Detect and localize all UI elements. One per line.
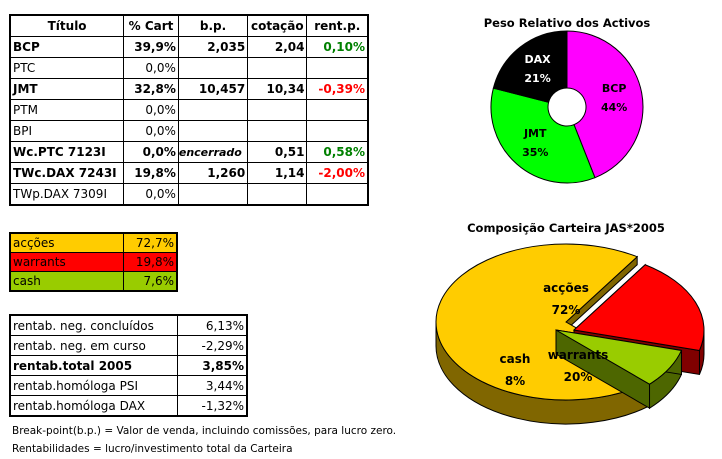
cell-cart: 0,0%	[123, 183, 179, 206]
cell-titulo: JMT	[9, 78, 125, 100]
cell-bp: 10,457	[177, 78, 249, 100]
cell-bp	[177, 183, 249, 206]
donut-label: JMT	[523, 127, 547, 140]
allocation-table: acções 72,7% warrants 19,8% cash 7,6%	[9, 232, 178, 292]
cell-cotacao: 1,14	[247, 162, 308, 184]
pie3d-label: acções	[543, 281, 589, 295]
returns-label: rentab.homóloga DAX	[9, 395, 178, 417]
cell-titulo: TWp.DAX 7309I	[9, 183, 125, 206]
cell-cotacao: 10,34	[247, 78, 308, 100]
note-rentabilidades: Rentabilidades = lucro/investimento tota…	[12, 443, 293, 455]
allocation-value: 72,7%	[123, 232, 178, 253]
table-row: BCP 39,9% 2,035 2,04 0,10%	[9, 36, 369, 58]
donut-value: 44%	[601, 101, 627, 114]
returns-row: rentab.homóloga PSI 3,44%	[9, 375, 248, 396]
column-header: % Cart	[123, 14, 179, 37]
cell-bp: 1,260	[177, 162, 249, 184]
donut-label: BCP	[602, 82, 627, 95]
cell-titulo: TWc.DAX 7243I	[9, 162, 125, 184]
donut-slice-jmt	[490, 87, 596, 184]
table-row: PTM 0,0%	[9, 99, 369, 121]
cell-rent	[306, 183, 369, 206]
returns-label: rentab.total 2005	[9, 355, 178, 376]
donut-slice-dax	[492, 30, 568, 103]
cell-cotacao	[247, 183, 308, 206]
table-row: PTC 0,0%	[9, 57, 369, 79]
cell-titulo: PTC	[9, 57, 125, 79]
donut-slice-bcp	[566, 30, 644, 179]
table-row: Wc.PTC 7123I 0,0% encerrado 0,51 0,58%	[9, 141, 369, 163]
cell-cart: 19,8%	[123, 162, 179, 184]
allocation-value: 19,8%	[123, 252, 178, 272]
returns-value: 3,44%	[177, 375, 248, 396]
donut-title: Peso Relativo dos Activos	[484, 16, 651, 30]
allocation-label: warrants	[9, 252, 124, 272]
pie3d-label: warrants	[548, 348, 609, 362]
column-header: b.p.	[177, 14, 249, 37]
returns-row: rentab.homóloga DAX -1,32%	[9, 395, 248, 417]
returns-label: rentab. neg. concluídos	[9, 314, 178, 336]
allocation-label: cash	[9, 271, 124, 292]
allocation-value: 7,6%	[123, 271, 178, 292]
table-row: TWc.DAX 7243I 19,8% 1,260 1,14 -2,00%	[9, 162, 369, 184]
pie3d-title: Composição Carteira JAS*2005	[467, 221, 665, 235]
returns-label: rentab. neg. em curso	[9, 335, 178, 356]
cell-rent: 0,10%	[306, 36, 369, 58]
portfolio-table: Título% Cart b.p. cotação rent.p. BCP 39,9% 2,…	[9, 14, 369, 206]
cell-rent: -2,00%	[306, 162, 369, 184]
pie3d-value: 8%	[505, 374, 525, 388]
returns-row: rentab. neg. em curso -2,29%	[9, 335, 248, 356]
pie3d-slice-warrants	[572, 264, 705, 352]
table-row: TWp.DAX 7309I 0,0%	[9, 183, 369, 206]
cell-bp: encerrado	[177, 141, 249, 163]
allocation-row: warrants 19,8%	[9, 252, 178, 272]
returns-value: -1,32%	[177, 395, 248, 417]
donut-value: 21%	[524, 72, 550, 85]
donut-value: 35%	[522, 146, 548, 159]
returns-label: rentab.homóloga PSI	[9, 375, 178, 396]
note-break-point: Break-point(b.p.) = Valor de venda, incl…	[12, 425, 397, 437]
cell-cart: 32,8%	[123, 78, 179, 100]
pie3d-value: 72%	[552, 303, 581, 317]
pie3d-slice-cash	[555, 329, 683, 385]
cell-titulo: Wc.PTC 7123I	[9, 141, 125, 163]
allocation-row: cash 7,6%	[9, 271, 178, 292]
table-row: JMT 32,8% 10,457 10,34 -0,39%	[9, 78, 369, 100]
returns-table: rentab. neg. concluídos 6,13% rentab. neg.…	[9, 314, 248, 417]
pie3d-label: cash	[500, 352, 531, 366]
header-row: Título% Cart b.p. cotação rent.p.	[9, 14, 369, 37]
pie3d-value: 20%	[564, 370, 593, 384]
column-header: rent.p.	[306, 14, 369, 37]
donut-label: DAX	[525, 53, 552, 66]
